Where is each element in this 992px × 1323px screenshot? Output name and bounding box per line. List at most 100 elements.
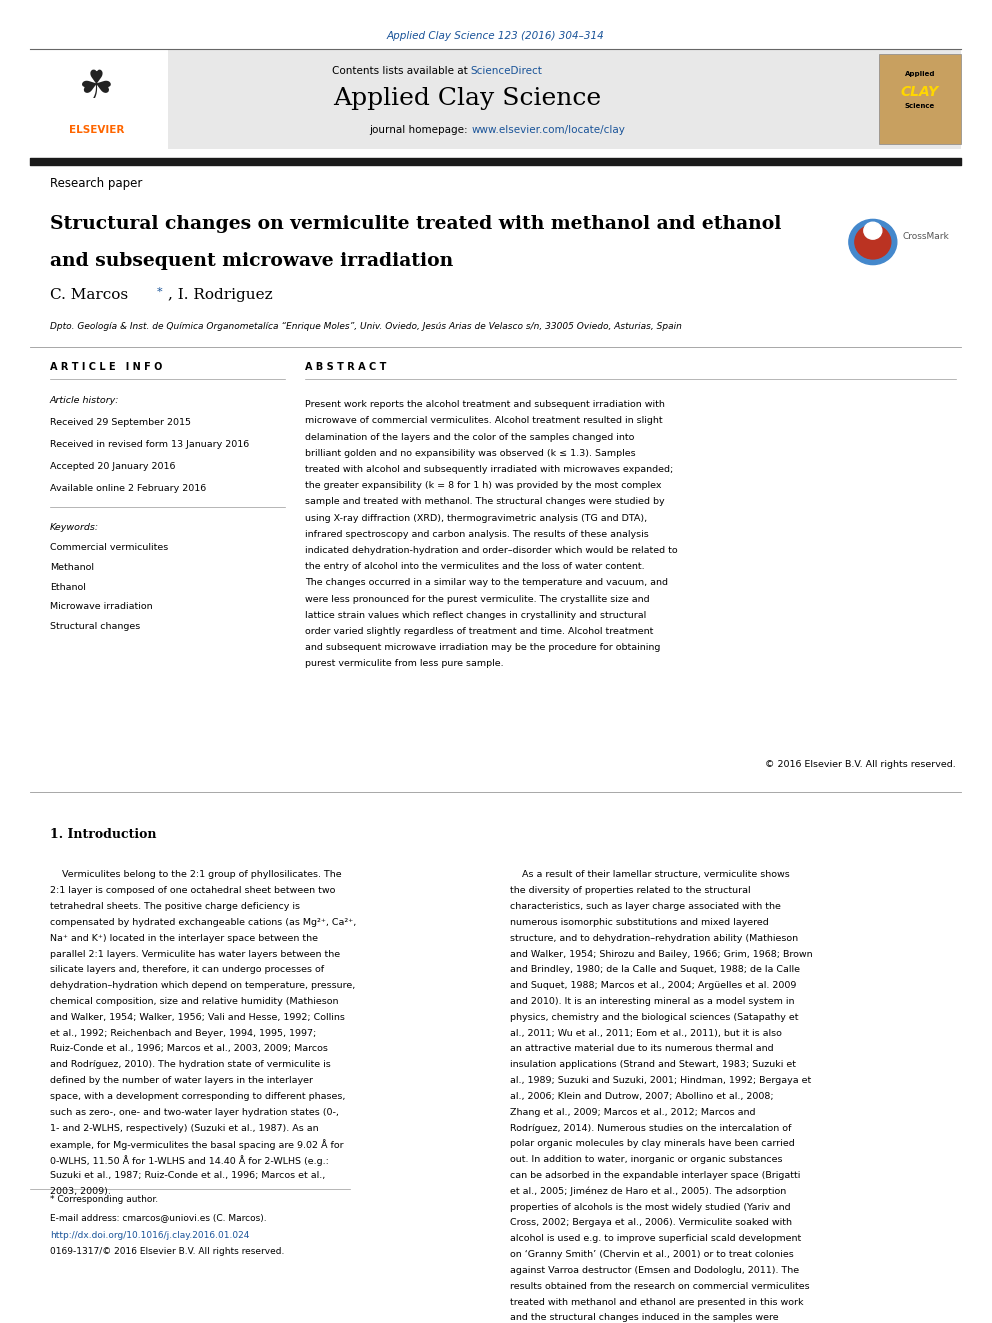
Text: Rodríguez, 2014). Numerous studies on the intercalation of: Rodríguez, 2014). Numerous studies on th… (510, 1123, 792, 1132)
Text: , I. Rodriguez: , I. Rodriguez (168, 287, 273, 302)
Text: tetrahedral sheets. The positive charge deficiency is: tetrahedral sheets. The positive charge … (50, 902, 300, 912)
Text: on ‘Granny Smith’ (Chervin et al., 2001) or to treat colonies: on ‘Granny Smith’ (Chervin et al., 2001)… (510, 1250, 794, 1259)
Text: 0-WLHS, 11.50 Å for 1-WLHS and 14.40 Å for 2-WLHS (e.g.:: 0-WLHS, 11.50 Å for 1-WLHS and 14.40 Å f… (50, 1155, 328, 1166)
Text: Cross, 2002; Bergaya et al., 2006). Vermiculite soaked with: Cross, 2002; Bergaya et al., 2006). Verm… (510, 1218, 793, 1228)
Text: Zhang et al., 2009; Marcos et al., 2012; Marcos and: Zhang et al., 2009; Marcos et al., 2012;… (510, 1107, 756, 1117)
Circle shape (855, 225, 891, 259)
Text: polar organic molecules by clay minerals have been carried: polar organic molecules by clay minerals… (510, 1139, 795, 1148)
Text: example, for Mg-vermiculites the basal spacing are 9.02 Å for: example, for Mg-vermiculites the basal s… (50, 1139, 343, 1150)
Text: www.elsevier.com/locate/clay: www.elsevier.com/locate/clay (471, 124, 625, 135)
Text: Received in revised form 13 January 2016: Received in revised form 13 January 2016 (50, 441, 249, 448)
Text: order varied slightly regardless of treatment and time. Alcohol treatment: order varied slightly regardless of trea… (305, 627, 653, 636)
Text: and Rodríguez, 2010). The hydration state of vermiculite is: and Rodríguez, 2010). The hydration stat… (50, 1060, 330, 1069)
Text: Microwave irradiation: Microwave irradiation (50, 602, 153, 611)
Text: Contents lists available at: Contents lists available at (331, 66, 467, 75)
Text: ELSEVIER: ELSEVIER (69, 124, 125, 135)
Text: against Varroa destructor (Emsen and Dodologlu, 2011). The: against Varroa destructor (Emsen and Dod… (510, 1266, 800, 1275)
Text: CLAY: CLAY (901, 85, 938, 99)
Text: out. In addition to water, inorganic or organic substances: out. In addition to water, inorganic or … (510, 1155, 783, 1164)
Text: and Walker, 1954; Shirozu and Bailey, 1966; Grim, 1968; Brown: and Walker, 1954; Shirozu and Bailey, 19… (510, 950, 812, 959)
Text: 0169-1317/© 2016 Elsevier B.V. All rights reserved.: 0169-1317/© 2016 Elsevier B.V. All right… (50, 1248, 285, 1256)
Text: were less pronounced for the purest vermiculite. The crystallite size and: were less pronounced for the purest verm… (305, 594, 649, 603)
Text: Structural changes on vermiculite treated with methanol and ethanol: Structural changes on vermiculite treate… (50, 216, 782, 233)
Text: properties of alcohols is the most widely studied (Yariv and: properties of alcohols is the most widel… (510, 1203, 791, 1212)
FancyBboxPatch shape (30, 49, 960, 148)
Text: Science: Science (905, 103, 934, 108)
Text: and Brindley, 1980; de la Calle and Suquet, 1988; de la Calle: and Brindley, 1980; de la Calle and Suqu… (510, 966, 801, 974)
Text: Methanol: Methanol (50, 562, 94, 572)
Text: Vermiculites belong to the 2:1 group of phyllosilicates. The: Vermiculites belong to the 2:1 group of … (50, 871, 341, 880)
Text: an attractive material due to its numerous thermal and: an attractive material due to its numero… (510, 1044, 774, 1053)
Text: Structural changes: Structural changes (50, 622, 140, 631)
Text: silicate layers and, therefore, it can undergo processes of: silicate layers and, therefore, it can u… (50, 966, 324, 974)
Text: * Corresponding author.: * Corresponding author. (50, 1195, 158, 1204)
Text: Suzuki et al., 1987; Ruiz-Conde et al., 1996; Marcos et al.,: Suzuki et al., 1987; Ruiz-Conde et al., … (50, 1171, 325, 1180)
Text: characteristics, such as layer charge associated with the: characteristics, such as layer charge as… (510, 902, 781, 912)
Text: and subsequent microwave irradiation may be the procedure for obtaining: and subsequent microwave irradiation may… (305, 643, 660, 652)
Text: brilliant golden and no expansibility was observed (k ≤ 1.3). Samples: brilliant golden and no expansibility wa… (305, 448, 635, 458)
Text: E-mail address: cmarcos@uniovi.es (C. Marcos).: E-mail address: cmarcos@uniovi.es (C. Ma… (50, 1213, 267, 1222)
Text: chemical composition, size and relative humidity (Mathieson: chemical composition, size and relative … (50, 998, 338, 1005)
Text: the entry of alcohol into the vermiculites and the loss of water content.: the entry of alcohol into the vermiculit… (305, 562, 644, 572)
Text: © 2016 Elsevier B.V. All rights reserved.: © 2016 Elsevier B.V. All rights reserved… (765, 759, 955, 769)
Text: sample and treated with methanol. The structural changes were studied by: sample and treated with methanol. The st… (305, 497, 665, 507)
Text: results obtained from the research on commercial vermiculites: results obtained from the research on co… (510, 1282, 809, 1291)
Text: delamination of the layers and the color of the samples changed into: delamination of the layers and the color… (305, 433, 634, 442)
Text: As a result of their lamellar structure, vermiculite shows: As a result of their lamellar structure,… (510, 871, 790, 880)
FancyBboxPatch shape (30, 49, 168, 148)
Text: CrossMark: CrossMark (903, 232, 949, 241)
Text: al., 2011; Wu et al., 2011; Eom et al., 2011), but it is also: al., 2011; Wu et al., 2011; Eom et al., … (510, 1029, 783, 1037)
Text: Ethanol: Ethanol (50, 582, 86, 591)
Text: such as zero-, one- and two-water layer hydration states (0-,: such as zero-, one- and two-water layer … (50, 1107, 339, 1117)
Text: C. Marcos: C. Marcos (50, 287, 133, 302)
Text: lattice strain values which reflect changes in crystallinity and structural: lattice strain values which reflect chan… (305, 611, 646, 619)
Text: *: * (157, 287, 163, 296)
Text: ScienceDirect: ScienceDirect (470, 66, 543, 75)
Text: 1- and 2-WLHS, respectively) (Suzuki et al., 1987). As an: 1- and 2-WLHS, respectively) (Suzuki et … (50, 1123, 318, 1132)
Text: and 2010). It is an interesting mineral as a model system in: and 2010). It is an interesting mineral … (510, 998, 795, 1005)
Text: 1. Introduction: 1. Introduction (50, 828, 157, 841)
FancyBboxPatch shape (879, 54, 960, 144)
Text: et al., 1992; Reichenbach and Beyer, 1994, 1995, 1997;: et al., 1992; Reichenbach and Beyer, 199… (50, 1029, 316, 1037)
Text: the diversity of properties related to the structural: the diversity of properties related to t… (510, 886, 751, 896)
Text: can be adsorbed in the expandable interlayer space (Brigatti: can be adsorbed in the expandable interl… (510, 1171, 801, 1180)
Text: dehydration–hydration which depend on temperature, pressure,: dehydration–hydration which depend on te… (50, 982, 355, 990)
Text: al., 2006; Klein and Dutrow, 2007; Abollino et al., 2008;: al., 2006; Klein and Dutrow, 2007; Aboll… (510, 1091, 774, 1101)
Text: and Walker, 1954; Walker, 1956; Vali and Hesse, 1992; Collins: and Walker, 1954; Walker, 1956; Vali and… (50, 1013, 345, 1021)
Text: 2003, 2009).: 2003, 2009). (50, 1187, 111, 1196)
Text: Applied Clay Science: Applied Clay Science (333, 87, 601, 110)
Text: purest vermiculite from less pure sample.: purest vermiculite from less pure sample… (305, 659, 503, 668)
Text: Ruiz-Conde et al., 1996; Marcos et al., 2003, 2009; Marcos: Ruiz-Conde et al., 1996; Marcos et al., … (50, 1044, 327, 1053)
Text: insulation applications (Strand and Stewart, 1983; Suzuki et: insulation applications (Strand and Stew… (510, 1060, 797, 1069)
Text: Na⁺ and K⁺) located in the interlayer space between the: Na⁺ and K⁺) located in the interlayer sp… (50, 934, 317, 943)
Text: 2:1 layer is composed of one octahedral sheet between two: 2:1 layer is composed of one octahedral … (50, 886, 335, 896)
Text: Present work reports the alcohol treatment and subsequent irradiation with: Present work reports the alcohol treatme… (305, 400, 665, 409)
Text: treated with alcohol and subsequently irradiated with microwaves expanded;: treated with alcohol and subsequently ir… (305, 464, 673, 474)
Text: structure, and to dehydration–rehydration ability (Mathieson: structure, and to dehydration–rehydratio… (510, 934, 799, 943)
Text: defined by the number of water layers in the interlayer: defined by the number of water layers in… (50, 1076, 312, 1085)
Text: Available online 2 February 2016: Available online 2 February 2016 (50, 484, 206, 493)
Circle shape (849, 220, 897, 265)
Text: parallel 2:1 layers. Vermiculite has water layers between the: parallel 2:1 layers. Vermiculite has wat… (50, 950, 340, 959)
Text: Applied Clay Science 123 (2016) 304–314: Applied Clay Science 123 (2016) 304–314 (387, 30, 604, 41)
Text: Received 29 September 2015: Received 29 September 2015 (50, 418, 190, 427)
Text: and the structural changes induced in the samples were: and the structural changes induced in th… (510, 1314, 779, 1323)
Text: Applied: Applied (905, 70, 935, 77)
Text: physics, chemistry and the biological sciences (Satapathy et: physics, chemistry and the biological sc… (510, 1013, 799, 1021)
Text: A R T I C L E   I N F O: A R T I C L E I N F O (50, 363, 163, 372)
Text: al., 1989; Suzuki and Suzuki, 2001; Hindman, 1992; Bergaya et: al., 1989; Suzuki and Suzuki, 2001; Hind… (510, 1076, 811, 1085)
Text: http://dx.doi.org/10.1016/j.clay.2016.01.024: http://dx.doi.org/10.1016/j.clay.2016.01… (50, 1230, 249, 1240)
Text: and subsequent microwave irradiation: and subsequent microwave irradiation (50, 251, 453, 270)
Text: using X-ray diffraction (XRD), thermogravimetric analysis (TG and DTA),: using X-ray diffraction (XRD), thermogra… (305, 513, 647, 523)
Text: the greater expansibility (k = 8 for 1 h) was provided by the most complex: the greater expansibility (k = 8 for 1 h… (305, 482, 661, 491)
Text: alcohol is used e.g. to improve superficial scald development: alcohol is used e.g. to improve superfic… (510, 1234, 802, 1244)
Text: The changes occurred in a similar way to the temperature and vacuum, and: The changes occurred in a similar way to… (305, 578, 668, 587)
Text: indicated dehydration-hydration and order–disorder which would be related to: indicated dehydration-hydration and orde… (305, 546, 678, 554)
Text: Dpto. Geología & Inst. de Química Organometalíca “Enrique Moles”, Univ. Oviedo, : Dpto. Geología & Inst. de Química Organo… (50, 323, 682, 331)
Text: numerous isomorphic substitutions and mixed layered: numerous isomorphic substitutions and mi… (510, 918, 769, 927)
Text: treated with methanol and ethanol are presented in this work: treated with methanol and ethanol are pr… (510, 1298, 804, 1307)
Text: journal homepage:: journal homepage: (369, 124, 467, 135)
Text: Accepted 20 January 2016: Accepted 20 January 2016 (50, 462, 176, 471)
Text: Keywords:: Keywords: (50, 524, 99, 532)
Text: Research paper: Research paper (50, 177, 142, 191)
